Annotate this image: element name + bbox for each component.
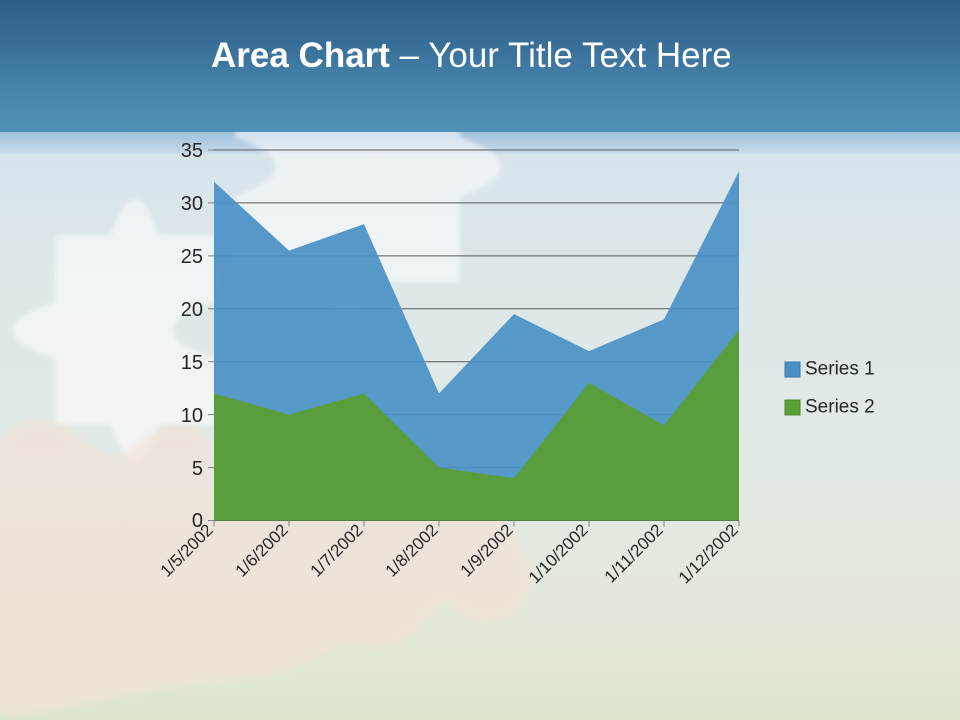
svg-text:25: 25 [181,246,203,268]
svg-text:Series 1: Series 1 [805,359,875,380]
svg-text:1/5/2002: 1/5/2002 [157,520,217,580]
svg-text:10: 10 [181,405,203,427]
svg-text:1/12/2002: 1/12/2002 [675,520,742,587]
svg-text:1/9/2002: 1/9/2002 [457,520,517,580]
svg-text:15: 15 [181,352,203,374]
svg-text:1/11/2002: 1/11/2002 [601,520,667,586]
svg-text:1/8/2002: 1/8/2002 [382,520,442,580]
svg-text:Series 2: Series 2 [805,397,875,418]
svg-text:1/7/2002: 1/7/2002 [307,520,367,580]
svg-text:30: 30 [181,193,203,215]
svg-text:1/6/2002: 1/6/2002 [232,520,292,580]
svg-text:1/10/2002: 1/10/2002 [525,520,592,587]
svg-text:35: 35 [181,140,203,162]
svg-text:5: 5 [192,458,203,480]
svg-text:20: 20 [181,299,203,321]
